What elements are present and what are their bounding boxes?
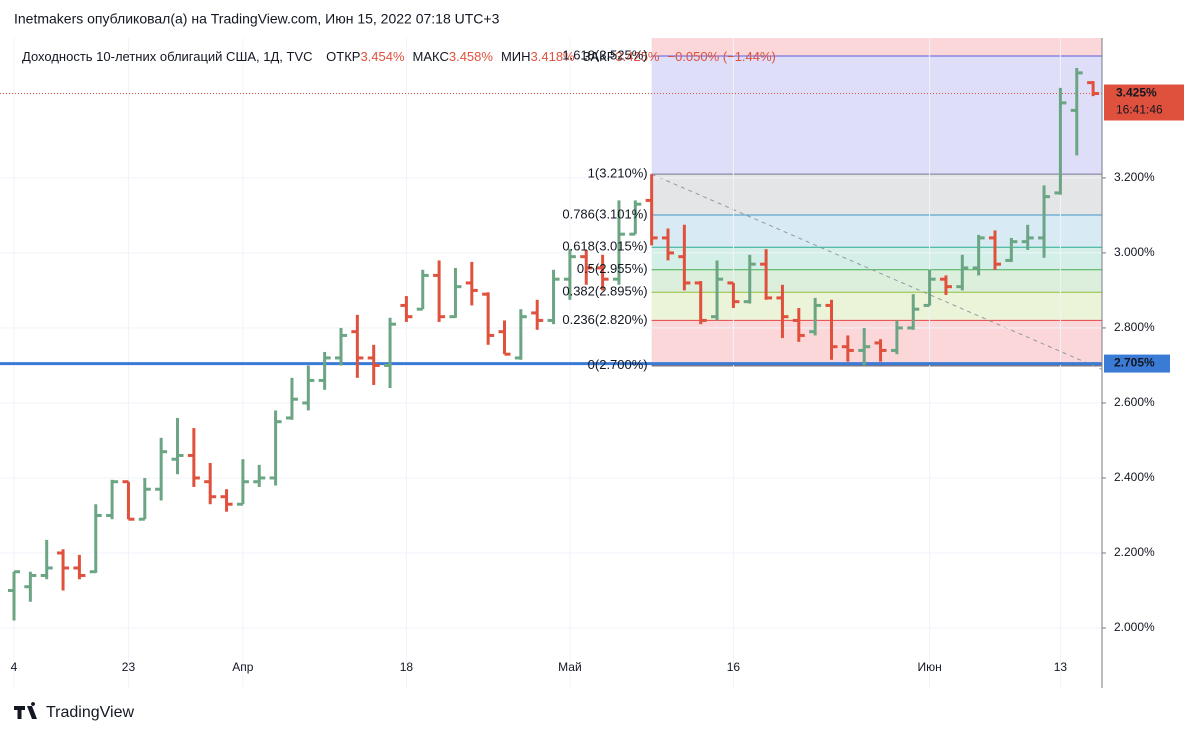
legend: Доходность 10-летних облигаций США, 1Д, …: [22, 49, 776, 64]
fib-trend: [651, 173, 1103, 370]
header: Inetmakers опубликовал(а) на TradingView…: [14, 11, 500, 27]
y-tick-label: 3.200%: [1114, 170, 1155, 184]
fib-label: 0.236(2.820%): [562, 312, 647, 327]
y-tick-label: 2.400%: [1114, 470, 1155, 484]
fib-label: 0.618(3.015%): [562, 239, 647, 254]
legend-label: МИН: [501, 49, 531, 64]
legend-value: 3.418%: [531, 49, 576, 64]
legend-value: 3.458%: [449, 49, 494, 64]
fib-label: 1(3.210%): [588, 166, 648, 181]
x-tick-label: Июн: [917, 660, 941, 674]
fib-bands: [651, 38, 1103, 370]
x-tick-label: 18: [400, 660, 414, 674]
y-tick-label: 3.000%: [1114, 245, 1155, 259]
x-tick-label: 16: [727, 660, 741, 674]
hline-label-box: [1104, 354, 1170, 373]
fib-band: [651, 247, 1102, 270]
x-tick-label: 23: [122, 660, 136, 674]
legend-label: МАКС: [413, 49, 449, 64]
fib-label: 0.5(2.955%): [577, 261, 648, 276]
legend-title: Доходность 10-летних облигаций США, 1Д, …: [22, 49, 313, 64]
brand-name: TradingView: [46, 704, 134, 721]
legend-label: ЗАКР: [583, 49, 616, 64]
last-price-box: [1104, 84, 1184, 121]
fib-band: [651, 269, 1102, 293]
marks: [0, 68, 1102, 621]
fib-label: 0(2.700%): [588, 357, 648, 372]
fib-label: 0.786(3.101%): [562, 206, 647, 221]
hline-label: 2.705%: [1114, 356, 1155, 370]
legend-value: 3.454%: [360, 49, 405, 64]
x-tick-label: Май: [558, 660, 582, 674]
x-tick-label: 4: [11, 660, 18, 674]
y-tick-label: 2.600%: [1114, 395, 1155, 409]
legend-change: −0.050% (−1.44%): [667, 49, 775, 64]
fib-band: [651, 292, 1102, 321]
y-tick-label: 2.800%: [1114, 320, 1155, 334]
fib-band: [651, 215, 1102, 248]
fib-band: [651, 174, 1102, 216]
fib-label: 1.618(3.525%): [562, 47, 647, 62]
last-price-label: 3.425%: [1116, 86, 1157, 100]
fib-band-top: [651, 38, 1102, 57]
brand: TradingView: [14, 702, 134, 721]
x-tick-label: 13: [1054, 660, 1068, 674]
y-tick-label: 2.000%: [1114, 620, 1155, 634]
fib-band: [651, 56, 1102, 175]
brand-logo: [14, 702, 37, 719]
legend-value: 3.425%: [615, 49, 660, 64]
y-tick-label: 2.200%: [1114, 545, 1155, 559]
fib-label: 0.382(2.895%): [562, 284, 647, 299]
countdown-label: 16:41:46: [1116, 103, 1163, 117]
legend-label: ОТКР: [326, 49, 360, 64]
x-tick-label: Апр: [232, 660, 254, 674]
